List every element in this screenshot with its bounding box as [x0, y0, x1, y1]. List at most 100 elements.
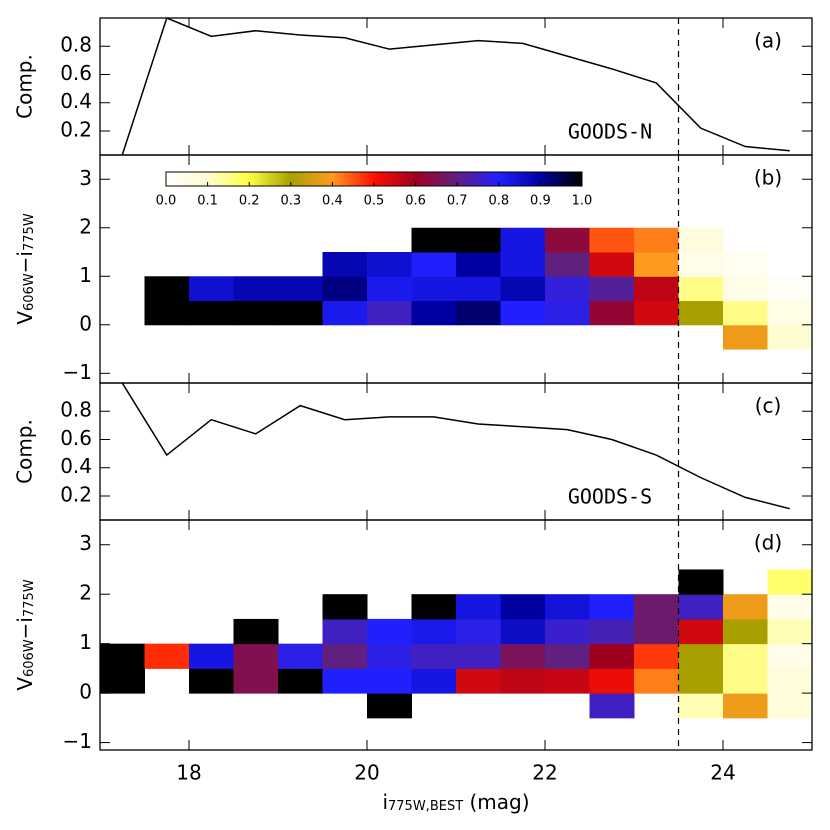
y-tick-label: 1	[79, 263, 92, 287]
heatmap-cell	[189, 276, 234, 302]
heatmap-cell	[723, 252, 768, 277]
heatmap-cell	[411, 276, 457, 302]
heatmap-cell	[723, 618, 768, 645]
heatmap-cell	[767, 276, 812, 302]
heatmap-cell	[723, 594, 768, 620]
colorbar-tick-label: 0.3	[280, 194, 301, 209]
heatmap-cell	[411, 643, 457, 669]
heatmap-cell	[367, 668, 412, 694]
x-tick-label: 24	[710, 761, 735, 785]
heatmap-cell	[411, 227, 457, 253]
heatmap-cell	[723, 300, 768, 326]
heatmap-cell	[456, 227, 501, 253]
label-part: −i	[13, 617, 37, 639]
heatmap-cell	[500, 227, 546, 253]
label-part: V	[13, 677, 37, 691]
heatmap-cell	[723, 693, 768, 719]
heatmap-cell	[500, 300, 546, 326]
heatmap-cell	[456, 618, 501, 645]
x-tick-label: 18	[176, 761, 201, 785]
heatmap-cell	[322, 618, 368, 645]
y-tick-label: 2	[79, 581, 92, 605]
heatmap-cell	[634, 594, 679, 620]
heatmap-cell	[589, 693, 635, 719]
panel-label: (b)	[754, 166, 782, 190]
y-tick-label: −1	[63, 360, 92, 384]
heatmap-cell	[189, 643, 234, 669]
heatmap-cell	[634, 252, 679, 277]
heatmap-cell	[545, 643, 590, 669]
y-tick-label: 0	[79, 311, 92, 335]
colorbar-tick-label: 0.2	[239, 194, 260, 209]
colorbar-tick-label: 0.7	[447, 194, 468, 209]
heatmap-cell	[545, 594, 590, 620]
y-tick-label: 3	[79, 531, 92, 555]
heatmap-cell	[456, 276, 501, 302]
heatmap-cell	[456, 594, 501, 620]
survey-label: GOODS-S	[568, 485, 652, 509]
heatmap-cell	[367, 618, 412, 645]
y-tick-label: 0.8	[60, 398, 92, 422]
heatmap-cell	[411, 618, 457, 645]
y-tick-label: 2	[79, 214, 92, 238]
y-tick-label: −1	[63, 729, 92, 753]
heatmap-cell	[233, 618, 279, 645]
heatmap-cell	[767, 643, 812, 669]
heatmap-cell	[367, 643, 412, 669]
heatmap-cell	[767, 618, 812, 645]
heatmap-cell	[767, 300, 812, 326]
heatmap-cell	[678, 252, 724, 277]
y-tick-label: 1	[79, 630, 92, 654]
heatmap-cell	[678, 693, 724, 719]
label-subscript: 775W	[22, 213, 37, 251]
plot-area	[100, 569, 812, 719]
heatmap-cell	[678, 227, 724, 253]
y-tick-label: 0.4	[60, 89, 92, 113]
y-tick-label: 0.6	[60, 61, 92, 85]
plot-area	[144, 227, 812, 350]
heatmap-cell	[589, 300, 635, 326]
y-tick-label: 0.8	[60, 33, 92, 57]
x-tick-label: 22	[532, 761, 557, 785]
heatmap-cell	[767, 594, 812, 620]
completeness-line	[121, 18, 790, 155]
heatmap-cell	[278, 276, 323, 302]
heatmap-cell	[545, 618, 590, 645]
colorbar-tick-label: 1.0	[572, 194, 593, 209]
heatmap-cell	[456, 300, 501, 326]
panel-frame	[99, 17, 813, 156]
heatmap-cell	[634, 643, 679, 669]
colorbar-tick-label: 0.1	[197, 194, 218, 209]
colorbar-tick-label: 0.9	[530, 194, 551, 209]
label-subscript: 775W,BEST	[388, 799, 463, 814]
heatmap-cell	[322, 668, 368, 694]
y-tick-label: 3	[79, 166, 92, 190]
heatmap-cell	[411, 252, 457, 277]
heatmap-cell	[678, 276, 724, 302]
y-axis-label: V606W−i775W	[13, 579, 37, 691]
colorbar-tick-label: 0.0	[156, 194, 177, 209]
colorbar-tick-label: 0.6	[405, 194, 426, 209]
heatmap-cell	[545, 668, 590, 694]
heatmap-cell	[545, 276, 590, 302]
heatmap-cell	[589, 643, 635, 669]
label-subscript: 606W	[22, 639, 37, 677]
heatmap-cell	[500, 668, 546, 694]
plot-area	[121, 18, 790, 155]
heatmap-cell	[411, 300, 457, 326]
heatmap-cell	[100, 668, 145, 694]
heatmap-cell	[144, 276, 190, 302]
y-axis-label: Comp.	[13, 419, 37, 484]
label-part: −i	[13, 251, 37, 273]
heatmap-cell	[545, 252, 590, 277]
heatmap-cell	[767, 668, 812, 694]
heatmap-cell	[634, 300, 679, 326]
heatmap-cell	[723, 643, 768, 669]
heatmap-cell	[589, 227, 635, 253]
y-tick-label: 0	[79, 680, 92, 704]
y-tick-label: 0.6	[60, 426, 92, 450]
heatmap-cell	[322, 643, 368, 669]
panel-label: (c)	[755, 394, 782, 418]
heatmap-cell	[589, 252, 635, 277]
